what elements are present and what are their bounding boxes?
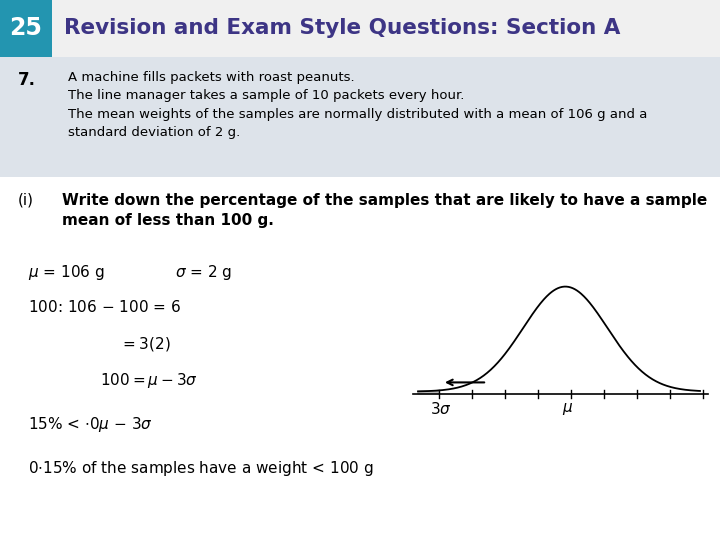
Text: Revision and Exam Style Questions: Section A: Revision and Exam Style Questions: Secti… xyxy=(64,18,621,38)
Text: $100 = \mu - 3\sigma$: $100 = \mu - 3\sigma$ xyxy=(100,370,198,389)
Text: $\sigma$ = 2 g: $\sigma$ = 2 g xyxy=(175,262,232,281)
Text: $15\%$ < $\cdot$0$\mu$ $-$ 3$\sigma$: $15\%$ < $\cdot$0$\mu$ $-$ 3$\sigma$ xyxy=(28,415,153,434)
Text: 0$\cdot$15% of the samples have a weight < 100 g: 0$\cdot$15% of the samples have a weight… xyxy=(28,458,374,477)
Text: Write down the percentage of the samples that are likely to have a sample: Write down the percentage of the samples… xyxy=(62,193,707,207)
Text: 25: 25 xyxy=(9,16,42,40)
Text: A machine fills packets with roast peanuts.: A machine fills packets with roast peanu… xyxy=(68,71,355,84)
Text: mean of less than 100 g.: mean of less than 100 g. xyxy=(62,213,274,227)
Text: $\mu$ = 106 g: $\mu$ = 106 g xyxy=(28,262,104,281)
Text: 100: 106 $-$ 100 = 6: 100: 106 $-$ 100 = 6 xyxy=(28,299,181,315)
Polygon shape xyxy=(418,390,439,394)
Text: 7.: 7. xyxy=(18,71,36,89)
Text: The line manager takes a sample of 10 packets every hour.: The line manager takes a sample of 10 pa… xyxy=(68,89,464,102)
Text: $\mu$: $\mu$ xyxy=(562,401,573,416)
Text: The mean weights of the samples are normally distributed with a mean of 106 g an: The mean weights of the samples are norm… xyxy=(68,107,647,121)
Text: $3\sigma$: $3\sigma$ xyxy=(430,401,452,416)
Text: $= 3(2)$: $= 3(2)$ xyxy=(120,335,171,353)
Text: standard deviation of 2 g.: standard deviation of 2 g. xyxy=(68,126,240,139)
Text: (i): (i) xyxy=(18,193,34,207)
